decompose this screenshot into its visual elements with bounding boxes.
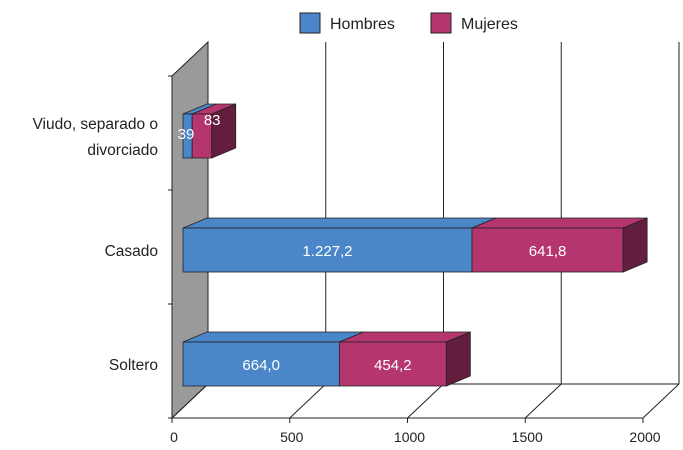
- data-label: 39: [178, 126, 195, 143]
- legend-label: Mujeres: [461, 16, 518, 33]
- data-label: 83: [204, 112, 221, 129]
- x-tick-label: 500: [280, 429, 304, 445]
- category-label-line: Viudo, separado o: [32, 116, 158, 133]
- bar-top-face: [183, 218, 496, 228]
- x-tick-label: 1500: [512, 429, 543, 445]
- category-label-line: divorciado: [87, 142, 158, 159]
- category-label-line: Casado: [105, 243, 158, 260]
- bar-side-face: [623, 218, 647, 272]
- bar-top-face: [183, 332, 363, 342]
- floor-gridline: [525, 384, 561, 418]
- category-label-line: Soltero: [109, 357, 158, 374]
- floor-gridline: [290, 384, 326, 418]
- x-tick-label: 1000: [394, 429, 425, 445]
- category-label: Soltero: [109, 357, 158, 374]
- category-labels: Viudo, separado o divorciado Casado Soltero: [32, 116, 158, 374]
- x-tick-label: 2000: [629, 429, 660, 445]
- category-label: Viudo, separado o divorciado: [32, 116, 158, 159]
- bar-side-face: [446, 332, 470, 386]
- floor-gridline: [408, 384, 444, 418]
- legend-swatch: [431, 13, 451, 33]
- data-label: 1.227,2: [302, 243, 352, 260]
- data-label: 454,2: [374, 357, 412, 374]
- data-label: 664,0: [242, 357, 280, 374]
- legend: Hombres Mujeres: [300, 13, 518, 33]
- data-label: 641,8: [529, 243, 567, 260]
- floor-gridline: [643, 384, 679, 418]
- legend-label: Hombres: [330, 16, 395, 33]
- legend-swatch: [300, 13, 320, 33]
- category-label: Casado: [105, 243, 158, 260]
- bars: 39 83 1.227,2 641,8 664,0 454,2: [178, 104, 647, 386]
- bar-top-face: [472, 218, 647, 228]
- x-tick-label: 0: [170, 429, 178, 445]
